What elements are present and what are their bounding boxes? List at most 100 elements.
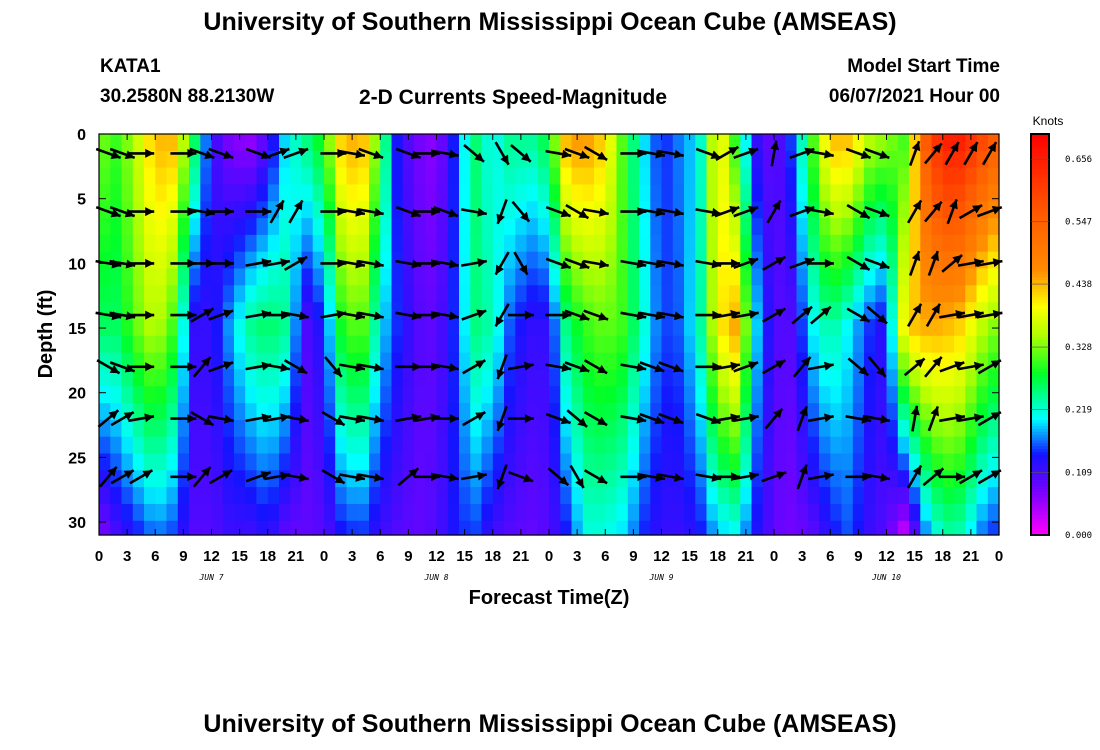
heatmap-cell	[324, 487, 336, 505]
heatmap-cell	[785, 167, 798, 185]
heatmap-cell	[301, 335, 314, 354]
vector-head	[560, 260, 571, 269]
current-vector	[657, 149, 684, 159]
heatmap-cell	[177, 419, 190, 438]
heatmap-cell	[931, 487, 944, 505]
heatmap-cell	[267, 134, 280, 152]
heatmap-cell	[582, 234, 595, 253]
heatmap-cell	[301, 436, 314, 455]
heatmap-cell	[751, 150, 764, 169]
heatmap-cell	[537, 167, 550, 185]
heatmap-cell	[830, 419, 843, 438]
colorbar-segment	[1031, 371, 1049, 375]
heatmap-cell	[335, 302, 347, 320]
heatmap-cell	[132, 403, 145, 421]
heatmap-cell	[931, 504, 944, 522]
model-start-time: 06/07/2021 Hour 00	[828, 86, 1000, 107]
heatmap-cell	[279, 369, 291, 387]
colorbar-segment	[1031, 443, 1049, 447]
colorbar-segment	[1031, 242, 1049, 247]
heatmap-cell	[369, 453, 381, 471]
heatmap-cell	[706, 319, 719, 337]
heatmap-cell	[594, 150, 606, 169]
x-tick-label: 18	[709, 548, 726, 565]
heatmap-cell	[650, 319, 663, 337]
heatmap-cell	[312, 335, 325, 354]
heatmap-cell	[492, 218, 505, 236]
colorbar-segment	[1031, 334, 1049, 338]
heatmap-cell	[144, 352, 156, 370]
heatmap-cell	[976, 302, 989, 320]
heatmap-cell	[200, 369, 213, 387]
current-vector	[906, 464, 923, 489]
heatmap-cell	[166, 403, 179, 421]
heatmap-cell	[245, 167, 258, 185]
heatmap-cell	[447, 504, 460, 522]
heatmap-cell	[357, 218, 370, 236]
heatmap-cell	[189, 470, 201, 488]
heatmap-cell	[357, 352, 370, 370]
heatmap-cell	[560, 352, 573, 370]
heatmap-cell	[436, 403, 449, 421]
heatmap-cell	[470, 134, 483, 152]
heatmap-cell	[976, 386, 989, 404]
heatmap-cell	[785, 453, 798, 471]
heatmap-cell	[639, 319, 651, 337]
vector-head	[123, 412, 134, 421]
colorbar-segment	[1031, 483, 1049, 487]
heatmap-cell	[290, 419, 302, 438]
heatmap-cell	[740, 369, 753, 387]
heatmap-cell	[177, 285, 190, 303]
heatmap-cell	[526, 487, 539, 505]
heatmap-cell	[650, 134, 663, 152]
heatmap-cell	[627, 520, 640, 536]
vector-head	[142, 470, 153, 479]
heatmap-cell	[627, 285, 640, 303]
heatmap-cell	[672, 167, 685, 185]
x-tick-label: 9	[179, 548, 187, 565]
heatmap-cell	[245, 134, 258, 152]
y-tick-label: 15	[68, 321, 86, 338]
heatmap-cell	[459, 234, 471, 253]
heatmap-cell	[144, 335, 156, 354]
heatmap-cell	[414, 419, 426, 438]
heatmap-cell	[402, 352, 415, 370]
heatmap-cell	[380, 520, 392, 536]
vector-head	[749, 310, 759, 319]
current-vector	[283, 147, 309, 160]
heatmap-cell	[616, 453, 629, 471]
vector-head	[187, 362, 197, 372]
heatmap-cell	[616, 319, 629, 337]
current-vector	[810, 305, 832, 325]
heatmap-cell	[121, 369, 134, 387]
heatmap-cell	[290, 167, 302, 185]
heatmap-cell	[987, 453, 1000, 471]
heatmap-cell	[762, 167, 775, 185]
current-vector	[864, 205, 890, 218]
heatmap-cell	[616, 352, 629, 370]
heatmap-cell	[312, 504, 325, 522]
heatmap-cell	[267, 234, 280, 253]
heatmap-cell	[785, 386, 798, 404]
vector-head	[145, 148, 155, 158]
heatmap-cell	[99, 453, 111, 471]
heatmap-cell	[245, 218, 258, 236]
heatmap-cell	[132, 285, 145, 303]
heatmap-cell	[740, 134, 753, 152]
heatmap-cell	[987, 386, 1000, 404]
heatmap-cell	[110, 369, 123, 387]
heatmap-cell	[965, 470, 978, 488]
heatmap-cell	[155, 352, 168, 370]
vector-head	[879, 208, 890, 218]
vector-head	[520, 211, 530, 222]
vector-head	[145, 207, 155, 217]
current-vector	[639, 311, 666, 321]
heatmap-cell	[976, 487, 989, 505]
current-vectors	[95, 140, 1003, 490]
heatmap-cell	[391, 201, 404, 219]
heatmap-cell	[234, 520, 246, 536]
heatmap-cell	[864, 470, 876, 488]
heatmap-cell	[290, 504, 302, 522]
heatmap-cell	[447, 352, 460, 370]
heatmap-cell	[841, 352, 854, 370]
